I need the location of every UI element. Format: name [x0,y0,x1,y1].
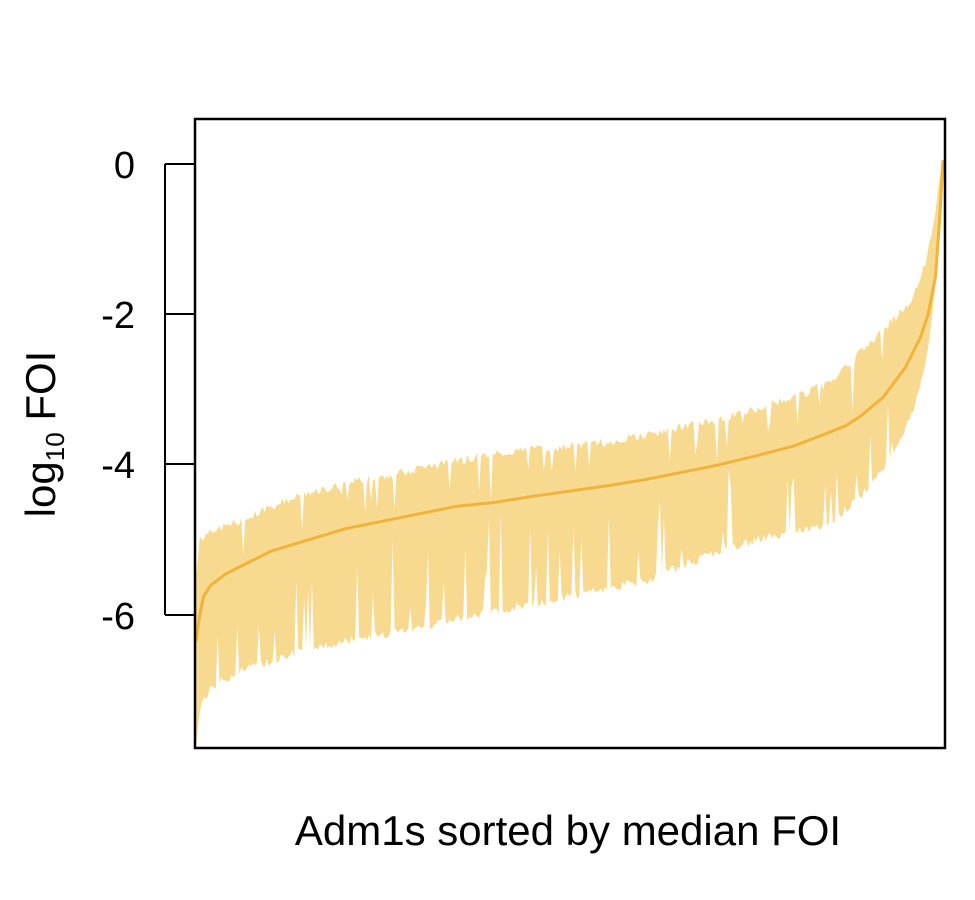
x-axis-label: Adm1s sorted by median FOI [295,807,841,854]
interval-band [196,160,943,746]
y-tick-label-1: -2 [101,295,135,337]
y-axis-label-subscript: 10 [40,432,70,461]
y-axis: 0 -2 -4 -6 [101,145,195,638]
y-axis-label-prefix: log [17,461,64,517]
y-axis-label-suffix: FOI [17,351,64,433]
y-tick-label-0: 0 [114,145,135,187]
y-tick-label-3: -6 [101,596,135,638]
y-tick-label-2: -4 [101,445,135,487]
y-axis-label: log10 FOI [17,351,70,518]
plot-area [195,119,945,748]
